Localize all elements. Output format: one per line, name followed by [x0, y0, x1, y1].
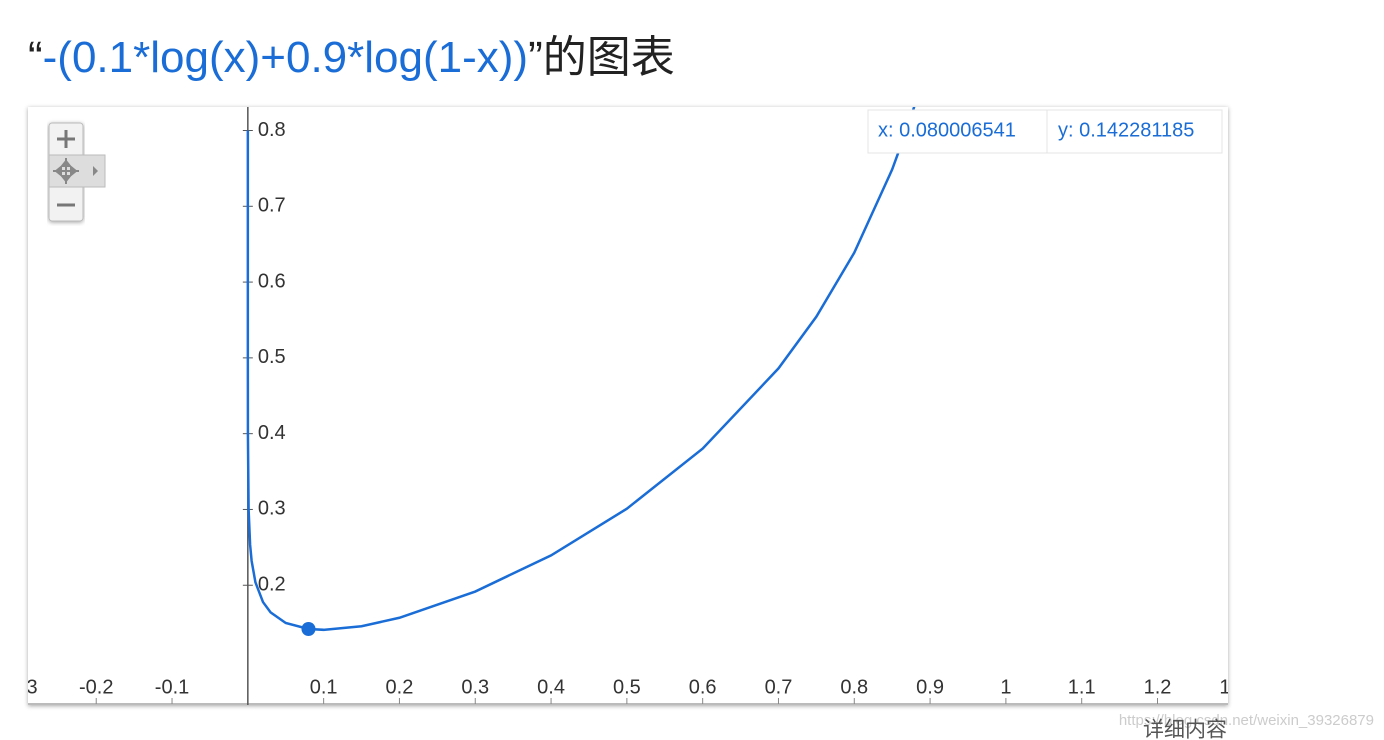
- x-tick-label: -0.1: [155, 676, 189, 698]
- y-tick-label: 0.7: [258, 195, 286, 217]
- x-tick-label: 0.3: [461, 676, 489, 698]
- x-tick-label: 0.5: [613, 676, 641, 698]
- y-tick-label: 0.3: [258, 498, 286, 520]
- x-tick-label: 1.3: [1219, 676, 1247, 698]
- pan-icon: [53, 158, 79, 184]
- tooltip: x: 0.080006541 y: 0.142281185: [867, 109, 1223, 154]
- watermark: https://blog.csdn.net/weixin_39326879: [1119, 712, 1374, 729]
- footer-link[interactable]: 详细内容: [1143, 719, 1227, 740]
- x-tick-label: -0.2: [79, 676, 113, 698]
- expand-arrow[interactable]: [93, 166, 98, 176]
- y-tick-label: 0.6: [258, 270, 286, 292]
- tooltip-x: x: 0.080006541: [878, 119, 1016, 141]
- y-tick-label: 0.4: [258, 422, 286, 444]
- y-tick-label: 0.2: [258, 574, 286, 596]
- highlight-point: [301, 621, 316, 636]
- title-quote: “: [28, 33, 43, 82]
- chart-title: “-(0.1*log(x)+0.9*log(1-x))”的图表: [28, 33, 675, 82]
- x-tick-label: 1: [1000, 676, 1011, 698]
- x-tick-label: 0.4: [537, 676, 565, 698]
- title-suffix: ”的图表: [528, 33, 675, 82]
- tooltip-box: [867, 109, 1223, 154]
- plot-frame: [28, 107, 1228, 705]
- zoom-controls[interactable]: [48, 122, 106, 222]
- x-tick-label: 1.2: [1144, 676, 1172, 698]
- x-tick-label: 0.2: [386, 676, 414, 698]
- title-function: -(0.1*log(x)+0.9*log(1-x)): [43, 33, 528, 82]
- x-tick-label: 0.8: [840, 676, 868, 698]
- zoom-in-button[interactable]: [57, 130, 75, 148]
- x-tick-label: 1.1: [1068, 676, 1096, 698]
- x-tick-label: 0.9: [916, 676, 944, 698]
- curve: [246, 107, 916, 632]
- plot-area: -0.3 -0.2 -0.1 0.1 0.2 0.3 0.4 0.5 0.6 0.7 0.8 0.9 1…: [3, 107, 1247, 705]
- y-tick-label: 0.5: [258, 346, 286, 368]
- x-tick-label: -0.3: [3, 676, 37, 698]
- x-tick-label: 0.6: [689, 676, 717, 698]
- x-tick-label: 0.1: [310, 676, 338, 698]
- x-tick-label: 0.7: [765, 676, 793, 698]
- tooltip-y: y: 0.142281185: [1058, 119, 1194, 141]
- y-tick-label: 0.8: [258, 119, 286, 141]
